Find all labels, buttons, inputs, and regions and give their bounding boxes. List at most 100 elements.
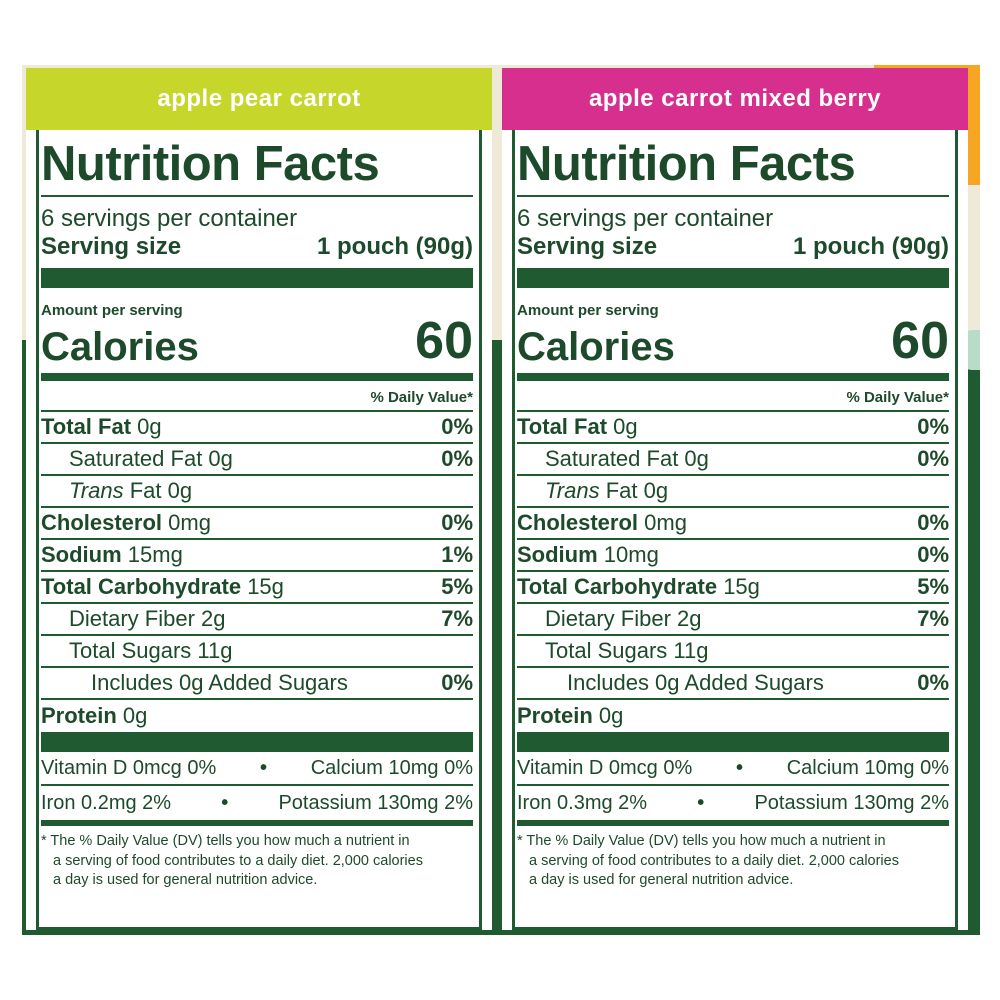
saturated-fat-row: Saturated Fat 0g 0% [41, 444, 473, 477]
nutrient-label: Fat 0g [605, 478, 669, 504]
daily-value-percent: 0% [441, 414, 473, 440]
footnote-line: a serving of food contributes to a daily… [53, 852, 423, 869]
nutrient-amount: 15g [723, 574, 760, 600]
nutrient-label: Total Sugars 11g [545, 638, 709, 664]
nutrition-facts-title: Nutrition Facts [41, 140, 473, 197]
calories-row: Calories 60 [41, 315, 473, 367]
vitamins-row-2: Iron 0.2mg 2% • Potassium 130mg 2% [41, 786, 473, 820]
vitamins-row-2: Iron 0.3mg 2% • Potassium 130mg 2% [517, 786, 949, 820]
daily-value-percent: 0% [441, 670, 473, 696]
trans-fat-row: Trans Fat 0g [517, 476, 949, 509]
flavor-banner: apple pear carrot [26, 68, 492, 130]
medium-divider [41, 820, 473, 827]
thick-divider [517, 732, 949, 753]
nutrient-label: Dietary Fiber 2g [69, 606, 226, 632]
nutrition-facts-label: Nutrition Facts 6 servings per container… [36, 130, 482, 930]
daily-value-percent: 5% [917, 574, 949, 600]
added-sugars-row: Includes 0g Added Sugars 0% [41, 668, 473, 701]
calories-label: Calories [41, 325, 199, 370]
footnote-line: * The % Daily Value (DV) tells you how m… [41, 833, 410, 850]
vitamins-row-1: Vitamin D 0mcg 0% • Calcium 10mg 0% [517, 752, 949, 787]
nutrient-label: Total Carbohydrate [517, 574, 718, 600]
total-sugars-row: Total Sugars 11g [517, 636, 949, 669]
calories-value: 60 [891, 312, 949, 371]
total-fat-row: Total Fat 0g 0% [517, 412, 949, 445]
total-carbohydrate-row: Total Carbohydrate 15g 5% [517, 572, 949, 605]
nutrient-label: Total Carbohydrate [41, 574, 242, 600]
footnote-line: a day is used for general nutrition advi… [53, 872, 318, 889]
iron: Iron 0.3mg 2% [517, 791, 648, 814]
calcium: Calcium 10mg 0% [786, 756, 949, 779]
servings-per-container: 6 servings per container [517, 205, 774, 232]
nutrient-amount: 0g [122, 703, 148, 729]
nutrient-label: Includes 0g Added Sugars [567, 670, 824, 696]
medium-divider [517, 820, 949, 827]
sodium-row: Sodium 10mg 0% [517, 540, 949, 573]
serving-size-label: Serving size [517, 232, 658, 260]
serving-size-row: Serving size 1 pouch (90g) [41, 232, 473, 260]
thick-divider [517, 268, 949, 289]
nutrient-amount: 15mg [127, 542, 183, 568]
nutrient-amount: 0g [613, 414, 638, 440]
calories-row: Calories 60 [517, 315, 949, 367]
footnote-line: * The % Daily Value (DV) tells you how m… [517, 833, 886, 850]
bullet: • [697, 791, 705, 814]
nutrient-label: Saturated Fat 0g [69, 446, 233, 472]
daily-value-percent: 0% [441, 446, 473, 472]
cholesterol-row: Cholesterol 0mg 0% [41, 508, 473, 541]
daily-value-percent: 0% [441, 510, 473, 536]
serving-size-value: 1 pouch (90g) [792, 232, 949, 260]
protein-row: Protein 0g [41, 700, 473, 732]
daily-value-percent: 0% [917, 542, 949, 568]
total-carbohydrate-row: Total Carbohydrate 15g 5% [41, 572, 473, 605]
amount-per-serving: Amount per serving [41, 302, 183, 320]
daily-value-percent: 5% [441, 574, 473, 600]
nutrition-facts-label: Nutrition Facts 6 servings per container… [512, 130, 958, 930]
dietary-fiber-row: Dietary Fiber 2g 7% [517, 604, 949, 637]
nutrient-label: Dietary Fiber 2g [545, 606, 702, 632]
total-sugars-row: Total Sugars 11g [41, 636, 473, 669]
iron: Iron 0.2mg 2% [41, 791, 172, 814]
bullet: • [735, 756, 743, 779]
daily-value-percent: 7% [917, 606, 949, 632]
trans-label: Trans [545, 478, 600, 504]
nutrient-label: Includes 0g Added Sugars [91, 670, 348, 696]
daily-value-header: % Daily Value* [41, 381, 473, 413]
bullet: • [259, 756, 267, 779]
daily-value-percent: 0% [917, 414, 949, 440]
cholesterol-row: Cholesterol 0mg 0% [517, 508, 949, 541]
nutrient-label: Sodium [41, 542, 122, 568]
nutrition-panel-apple-carrot-mixed-berry: apple carrot mixed berry Nutrition Facts… [502, 68, 968, 930]
nutrient-label: Total Fat [41, 414, 132, 440]
total-fat-row: Total Fat 0g 0% [41, 412, 473, 445]
servings-per-container: 6 servings per container [41, 205, 298, 232]
serving-size-row: Serving size 1 pouch (90g) [517, 232, 949, 260]
bullet: • [221, 791, 229, 814]
thick-divider [41, 268, 473, 289]
potassium: Potassium 130mg 2% [754, 791, 949, 814]
nutrient-label: Saturated Fat 0g [545, 446, 709, 472]
vitamins-row-1: Vitamin D 0mcg 0% • Calcium 10mg 0% [41, 752, 473, 787]
nutrient-label: Fat 0g [129, 478, 193, 504]
nutrient-amount: 0g [598, 703, 624, 729]
nutrient-label: Protein [517, 703, 593, 729]
footnote: * The % Daily Value (DV) tells you how m… [517, 832, 949, 891]
nutrition-panel-apple-pear-carrot: apple pear carrot Nutrition Facts 6 serv… [26, 68, 492, 930]
calories-label: Calories [517, 325, 675, 370]
flavor-banner: apple carrot mixed berry [502, 68, 968, 130]
footnote: * The % Daily Value (DV) tells you how m… [41, 832, 473, 891]
calcium: Calcium 10mg 0% [310, 756, 473, 779]
nutrient-label: Total Sugars 11g [69, 638, 233, 664]
daily-value-percent: 7% [441, 606, 473, 632]
calories-value: 60 [415, 312, 473, 371]
nutrient-label: Cholesterol [517, 510, 639, 536]
daily-value-header: % Daily Value* [517, 381, 949, 413]
serving-size-value: 1 pouch (90g) [316, 232, 473, 260]
sodium-row: Sodium 15mg 1% [41, 540, 473, 573]
potassium: Potassium 130mg 2% [278, 791, 473, 814]
nutrient-label: Cholesterol [41, 510, 163, 536]
nutrient-label: Total Fat [517, 414, 608, 440]
nutrient-amount: 0mg [168, 510, 211, 536]
daily-value-percent: 0% [917, 670, 949, 696]
trans-fat-row: Trans Fat 0g [41, 476, 473, 509]
